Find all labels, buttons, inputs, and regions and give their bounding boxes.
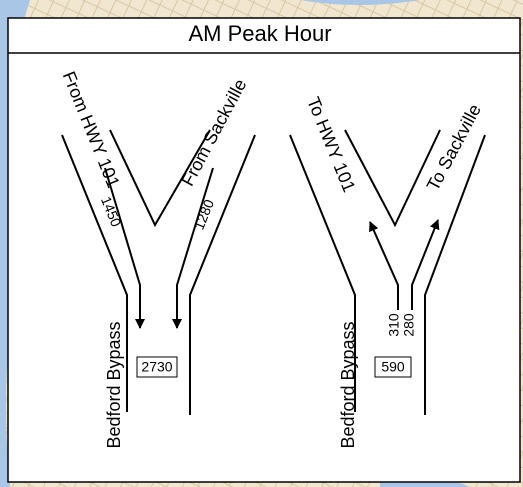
panel [7,17,521,483]
volume-label: 280 [401,313,417,337]
road-edge [109,129,211,228]
title: AM Peak Hour [188,21,331,46]
total-label: 590 [381,359,405,375]
road-edge [289,134,356,412]
road-edge [61,134,128,412]
road-label: Bedford Bypass [104,321,124,448]
flow-arrow [411,219,440,310]
volume-label: 310 [386,313,402,337]
road-edge [344,129,441,228]
total-label: 2730 [141,359,172,375]
total-box [374,356,412,378]
total-box [136,356,178,378]
road-label: Bedford Bypass [338,321,358,448]
flow-arrow [369,221,399,310]
road-edge [424,134,486,415]
flow-arrow [172,167,214,329]
flow-arrow [104,167,145,329]
road-edge [189,134,256,415]
